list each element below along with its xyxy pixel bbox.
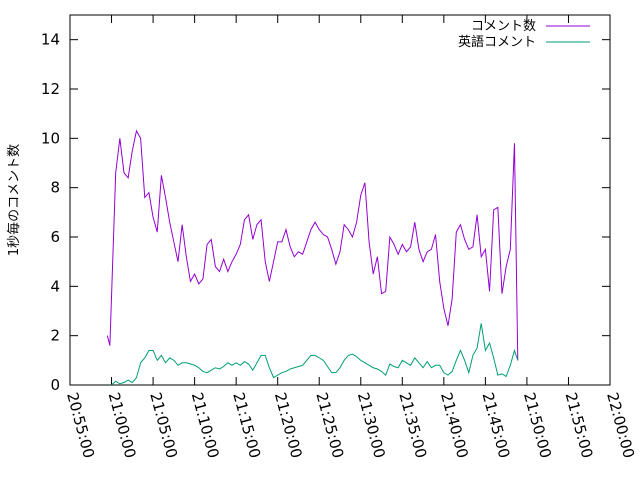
y-axis-label: 1秒毎のコメント数 xyxy=(6,144,22,256)
series-line-0 xyxy=(106,129,519,361)
legend-label-0: コメント数 xyxy=(471,19,536,34)
x-tick-label: 21:35:00 xyxy=(395,390,430,460)
x-axis: 20:55:00 21:00:00 21:05:00 21:10:00 21:15:00… xyxy=(63,15,638,460)
plot-border xyxy=(69,14,611,386)
x-tick-label: 21:00:00 xyxy=(105,390,140,460)
x-tick-label: 21:40:00 xyxy=(437,390,472,460)
x-tick-label: 20:55:00 xyxy=(63,390,98,460)
y-tick-label: 8 xyxy=(50,179,60,197)
legend-label-1: 英語コメント xyxy=(458,34,536,50)
x-tick-label: 21:10:00 xyxy=(188,390,223,460)
y-tick-label: 10 xyxy=(41,129,60,147)
y-tick-label: 14 xyxy=(41,31,60,49)
y-tick-label: 2 xyxy=(50,327,60,345)
series-group xyxy=(106,129,519,386)
y-tick-label: 12 xyxy=(41,80,60,98)
x-tick-label: 21:55:00 xyxy=(562,390,597,460)
x-tick-label: 21:45:00 xyxy=(479,390,514,460)
x-tick-label: 21:05:00 xyxy=(146,390,181,460)
x-tick-label: 21:25:00 xyxy=(312,390,347,460)
y-axis: 0 2 4 6 8 10 12 14 xyxy=(41,31,610,394)
x-tick-label: 21:15:00 xyxy=(229,390,264,460)
y-tick-label: 6 xyxy=(50,228,60,246)
x-tick-label: 21:50:00 xyxy=(520,390,555,460)
y-tick-label: 4 xyxy=(50,277,60,295)
x-tick-label: 22:00:00 xyxy=(603,390,638,460)
x-tick-label: 21:30:00 xyxy=(354,390,389,460)
series-line-1 xyxy=(111,323,519,386)
plot-frame xyxy=(69,14,611,386)
x-tick-label: 21:20:00 xyxy=(271,390,306,460)
y-tick-label: 0 xyxy=(50,376,60,394)
